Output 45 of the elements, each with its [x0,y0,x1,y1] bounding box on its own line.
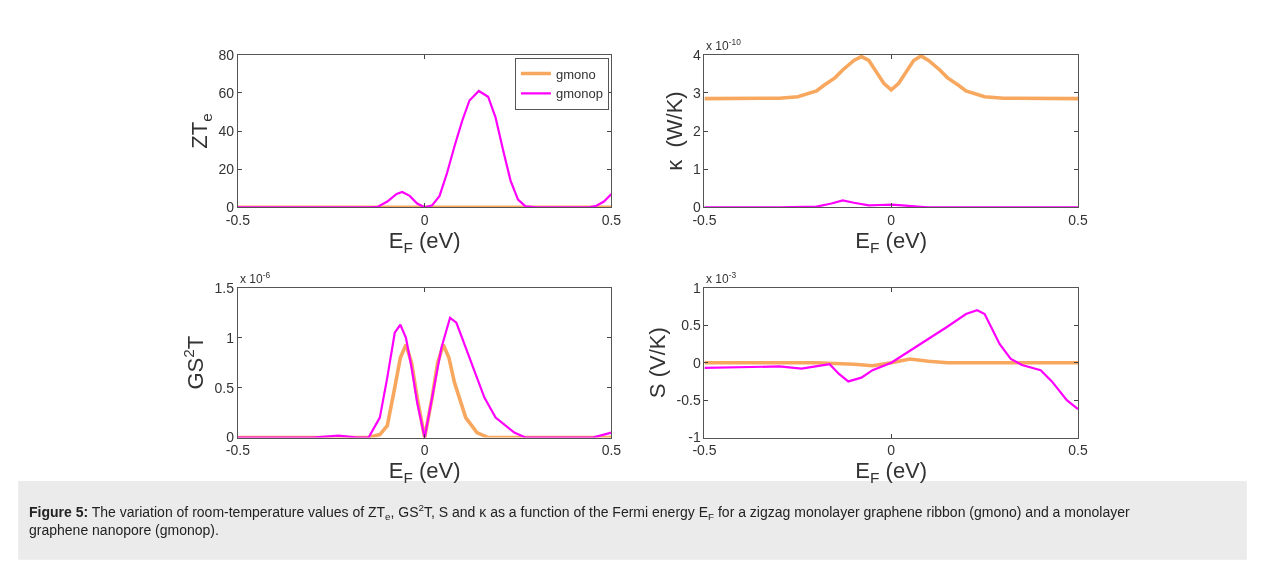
x-tick-label: 0.5 [601,212,622,229]
y-tick-label: 1 [692,161,701,178]
legend-label: gmono [555,66,596,82]
line-series [704,199,1079,208]
y-tick-label: 60 [218,84,235,101]
line-series [237,316,612,438]
y-tick-label: 40 [218,122,235,139]
y-tick-label: 2 [692,122,701,139]
x-tick-label: 0 [420,442,429,459]
y-tick-label: 0 [226,429,235,446]
y-tick-label: 1 [226,329,235,346]
y-tick-label: 0.5 [214,379,235,396]
y-tick-label: -1 [688,429,701,446]
x-tick-label: 0 [420,212,429,229]
y-tick-label: 20 [218,161,235,178]
x-axis-title: E$_{F}$ (eV) [388,458,461,486]
y-axis-title: S (V/K) [645,327,671,399]
line-series [704,309,1079,411]
y-axis-title: κ (W/K) [661,91,687,171]
y-tick-label: 3 [692,84,701,101]
y-tick-label: 80 [218,46,235,63]
x-tick-label: 0 [887,212,896,229]
text: x 10$^{-3}$ [706,270,737,287]
x-tick-label: 0.5 [1068,212,1088,229]
legend-label: gmonop [555,86,603,102]
x-axis-title: E$_{F}$ (eV) [855,228,928,256]
x-axis-title: E$_{F}$ (eV) [855,458,928,486]
line-series [237,89,612,208]
text: Figure 5: The variation of room-temperature values of ZT$_{e}$, GS$^{2}$T, S and κ as a function of the Fermi energy E$_{F}$ for a zigzag monolayer graphene ribbon (gmono) and a monolayer graphene nanopore (gmonop). [29,502,1130,539]
y-tick-label: 4 [692,46,701,63]
y-tick-label: 1.5 [214,279,235,296]
y-tick-label: 0.5 [681,317,701,334]
y-tick-label: 0 [692,199,701,216]
y-tick-label: 1 [692,279,701,296]
x-axis-title: E$_{F}$ (eV) [388,228,461,256]
x-tick-label: 0 [887,442,896,459]
x-tick-label: 0.5 [1068,442,1088,459]
y-tick-label: 0 [226,199,235,216]
y-tick-label: -0.5 [676,392,701,409]
text: x 10$^{-6}$ [240,270,271,287]
line-series [704,357,1079,368]
line-series [704,54,1079,101]
y-tick-label: 0 [692,354,701,371]
x-tick-label: 0.5 [601,442,622,459]
text: x 10$^{-10}$ [706,37,742,54]
